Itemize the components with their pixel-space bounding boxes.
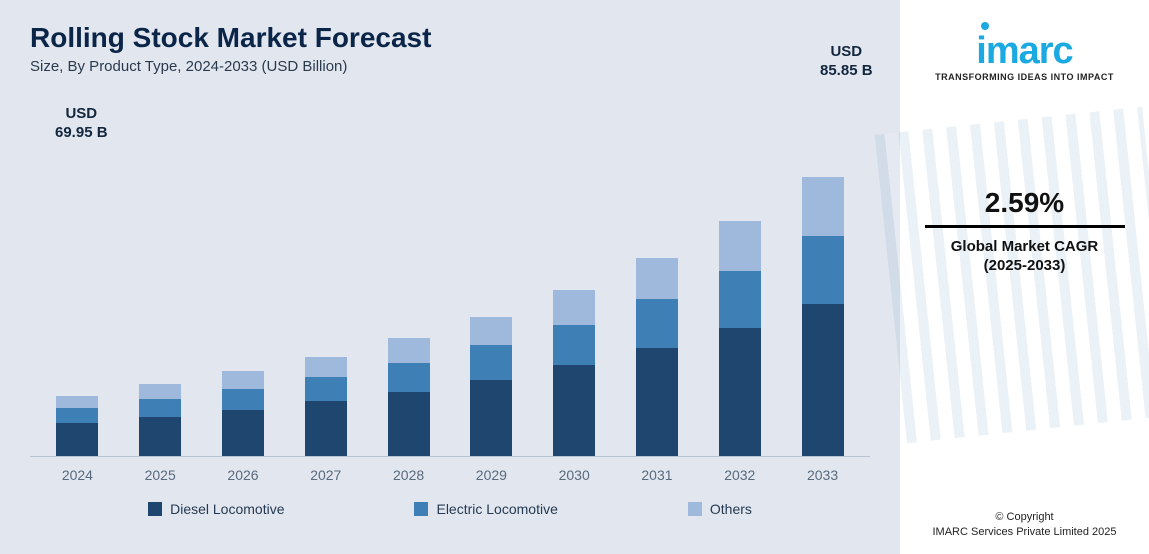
bar [719,221,761,456]
chart-title: Rolling Stock Market Forecast [30,22,870,54]
bar-segment [719,328,761,456]
bar-segment [222,389,264,410]
bar [802,177,844,456]
bar [388,338,430,456]
logo-text: imarc [935,32,1114,70]
bar-segment [470,345,512,379]
bar-segment [222,371,264,389]
bar-slot [36,147,119,456]
side-panel: imarc TRANSFORMING IDEAS INTO IMPACT 2.5… [900,0,1149,554]
x-axis-label: 2031 [616,467,699,483]
bar-slot [781,147,864,456]
legend-label: Electric Locomotive [436,501,557,517]
bar-segment [388,392,430,456]
bar-segment [222,410,264,457]
legend-item: Others [688,501,752,517]
callout-end-line2: 85.85 B [820,62,873,81]
bar-segment [636,299,678,348]
x-axis-label: 2025 [119,467,202,483]
bar-segment [388,363,430,392]
bar-segment [636,348,678,457]
bar-segment [636,258,678,299]
copyright: © Copyright IMARC Services Private Limit… [900,510,1149,540]
x-axis: 2024202520262027202820292030203120322033 [30,467,870,483]
callout-end: USD 85.85 B [820,43,873,81]
legend: Diesel Locomotive Electric Locomotive Othe… [30,501,870,517]
brand-logo: imarc TRANSFORMING IDEAS INTO IMPACT [935,22,1114,82]
bar [636,258,678,456]
bar-segment [139,384,181,400]
legend-item: Electric Locomotive [414,501,557,517]
bar-segment [388,338,430,363]
bar-slot [698,147,781,456]
logo-tagline: TRANSFORMING IDEAS INTO IMPACT [935,72,1114,82]
bar-segment [470,380,512,456]
bar-slot [450,147,533,456]
bar-segment [56,408,98,422]
bar-segment [802,304,844,456]
legend-swatch-icon [414,502,428,516]
bar-segment [139,399,181,417]
chart-subtitle: Size, By Product Type, 2024-2033 (USD Bi… [30,58,870,75]
bar [305,357,347,456]
cagr-metric: 2.59% Global Market CAGR (2025-2033) [925,187,1125,274]
bar-slot [533,147,616,456]
bar-slot [119,147,202,456]
callout-start-line1: USD [55,105,108,124]
bar-slot [367,147,450,456]
copyright-line1: © Copyright [900,510,1149,525]
plot-area [30,147,870,457]
copyright-line2: IMARC Services Private Limited 2025 [900,525,1149,540]
bar [56,396,98,456]
bar-segment [470,317,512,346]
bar-segment [802,177,844,236]
cagr-value: 2.59% [925,187,1125,228]
bar-slot [616,147,699,456]
bar-slot [202,147,285,456]
bar-segment [553,325,595,365]
legend-swatch-icon [688,502,702,516]
bar-segment [305,377,347,401]
logo-dot-icon [981,22,989,30]
callout-start-line2: 69.95 B [55,124,108,143]
x-axis-label: 2030 [533,467,616,483]
x-axis-label: 2032 [698,467,781,483]
bar-segment [56,396,98,408]
callout-end-line1: USD [820,43,873,62]
bar-segment [305,357,347,378]
bar-slot [284,147,367,456]
bar-segment [553,365,595,456]
x-axis-label: 2029 [450,467,533,483]
bar [553,290,595,456]
x-axis-label: 2027 [284,467,367,483]
bar-segment [553,290,595,325]
bar [139,384,181,456]
x-axis-label: 2026 [202,467,285,483]
bar-segment [139,417,181,456]
x-axis-label: 2033 [781,467,864,483]
chart-panel: Rolling Stock Market Forecast Size, By P… [0,0,900,554]
x-axis-label: 2024 [36,467,119,483]
legend-swatch-icon [148,502,162,516]
bar-segment [56,423,98,456]
cagr-label-1: Global Market CAGR [925,238,1125,255]
bar [470,317,512,456]
callout-start: USD 69.95 B [55,105,108,143]
background-decor-icon [875,107,1149,443]
legend-label: Others [710,501,752,517]
bar-segment [305,401,347,456]
bar [222,371,264,456]
bar-segment [802,236,844,304]
legend-label: Diesel Locomotive [170,501,284,517]
bar-segment [719,221,761,271]
cagr-label-2: (2025-2033) [925,257,1125,274]
bar-segment [719,271,761,328]
x-axis-label: 2028 [367,467,450,483]
legend-item: Diesel Locomotive [148,501,284,517]
